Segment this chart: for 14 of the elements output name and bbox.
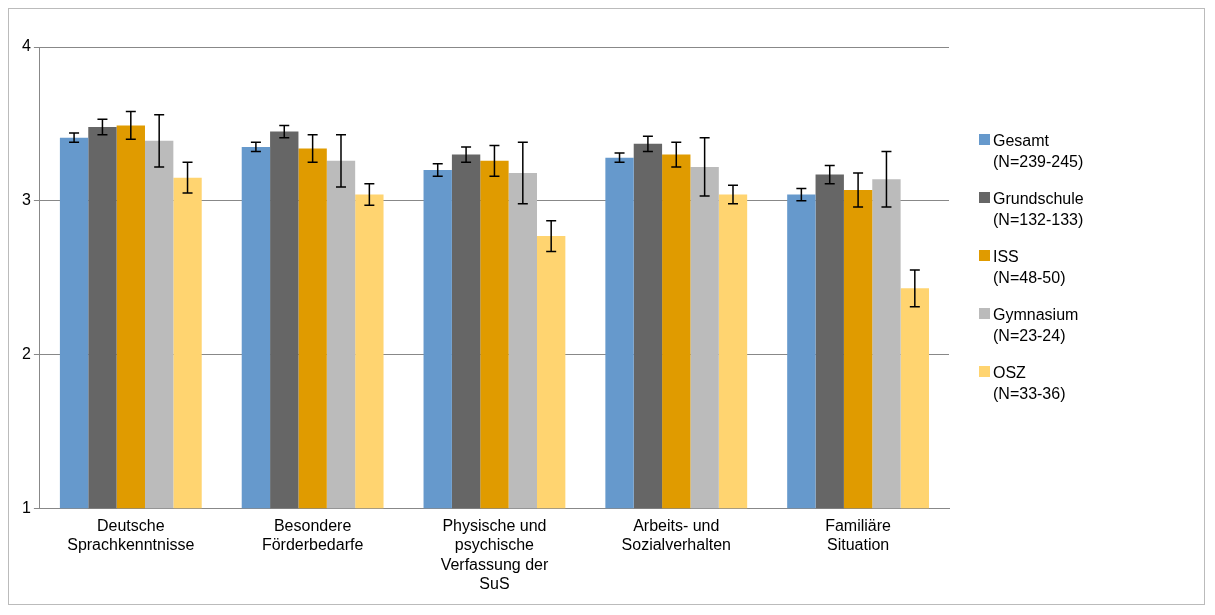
y-tick-label: 2 [21,344,31,362]
x-tick-label: Besondere Förderbedarfe [261,516,364,553]
y-tick-label: 3 [21,190,31,208]
x-tick-label: Physische und psychische Verfassung der SuS [440,516,549,592]
legend-label: ISS (N=48-50) [993,247,1066,286]
y-tick-label: 4 [21,36,31,54]
legend-label: Gesamt (N=239-245) [993,131,1084,170]
x-tick-label: Arbeits- und Sozialverhalten [621,516,731,553]
legend-label: Grundschule (N=132-133) [993,189,1084,228]
legend-label: Gymnasium (N=23-24) [993,305,1079,344]
x-tick-label: Deutsche Sprachkenntnisse [67,516,195,553]
legend-label: OSZ (N=33-36) [993,363,1066,402]
y-tick-label: 1 [21,498,31,516]
x-tick-label: Familiäre Situation [825,516,892,553]
